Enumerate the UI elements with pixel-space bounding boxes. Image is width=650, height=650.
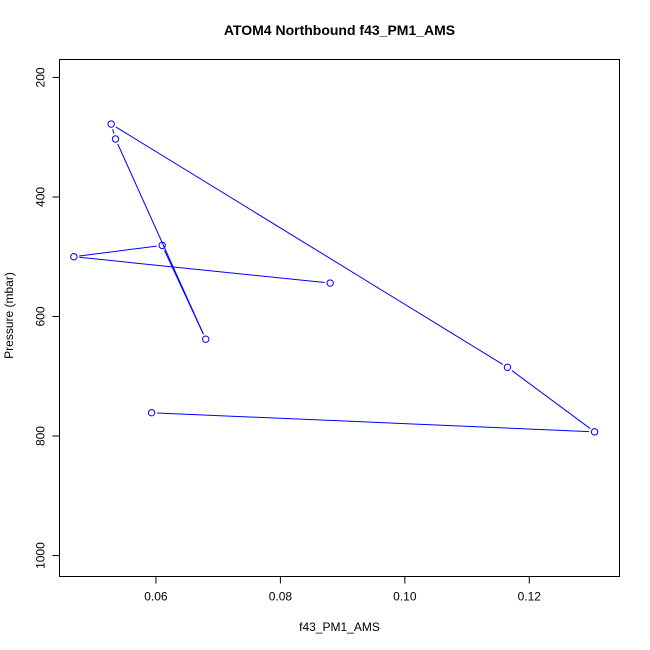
chart-title: ATOM4 Northbound f43_PM1_AMS [224, 22, 455, 38]
y-tick-label: 400 [34, 187, 48, 207]
y-tick-label: 600 [34, 306, 48, 326]
y-tick-label: 1000 [34, 542, 48, 569]
data-point [70, 253, 78, 261]
series-segment [112, 129, 115, 134]
data-point [158, 241, 166, 250]
data-point [147, 409, 156, 417]
data-point [202, 335, 210, 343]
series-segment [79, 245, 157, 257]
y-axis-label: Pressure (mbar) [2, 272, 16, 359]
series-segment [157, 412, 590, 433]
series-lines [79, 126, 591, 433]
y-tick-label: 800 [34, 426, 48, 446]
y-tick-label: 200 [34, 67, 48, 87]
x-axis: 0.06 0.08 0.10 0.12 [144, 576, 542, 604]
series-segment [511, 370, 591, 429]
x-axis-label: f43_PM1_AMS [299, 620, 380, 634]
series-points [70, 120, 599, 436]
series-segment [115, 126, 504, 365]
data-point [326, 279, 334, 287]
data-point [111, 135, 120, 143]
x-tick-label: 0.12 [518, 590, 542, 604]
data-point [590, 428, 599, 436]
x-tick-label: 0.08 [269, 590, 293, 604]
x-tick-label: 0.10 [393, 590, 417, 604]
data-point [503, 363, 512, 372]
x-tick-label: 0.06 [144, 590, 168, 604]
series-segment [164, 250, 204, 335]
y-axis: 200 400 600 800 1000 [34, 67, 60, 569]
data-point [107, 120, 115, 128]
series-segment [79, 256, 325, 283]
